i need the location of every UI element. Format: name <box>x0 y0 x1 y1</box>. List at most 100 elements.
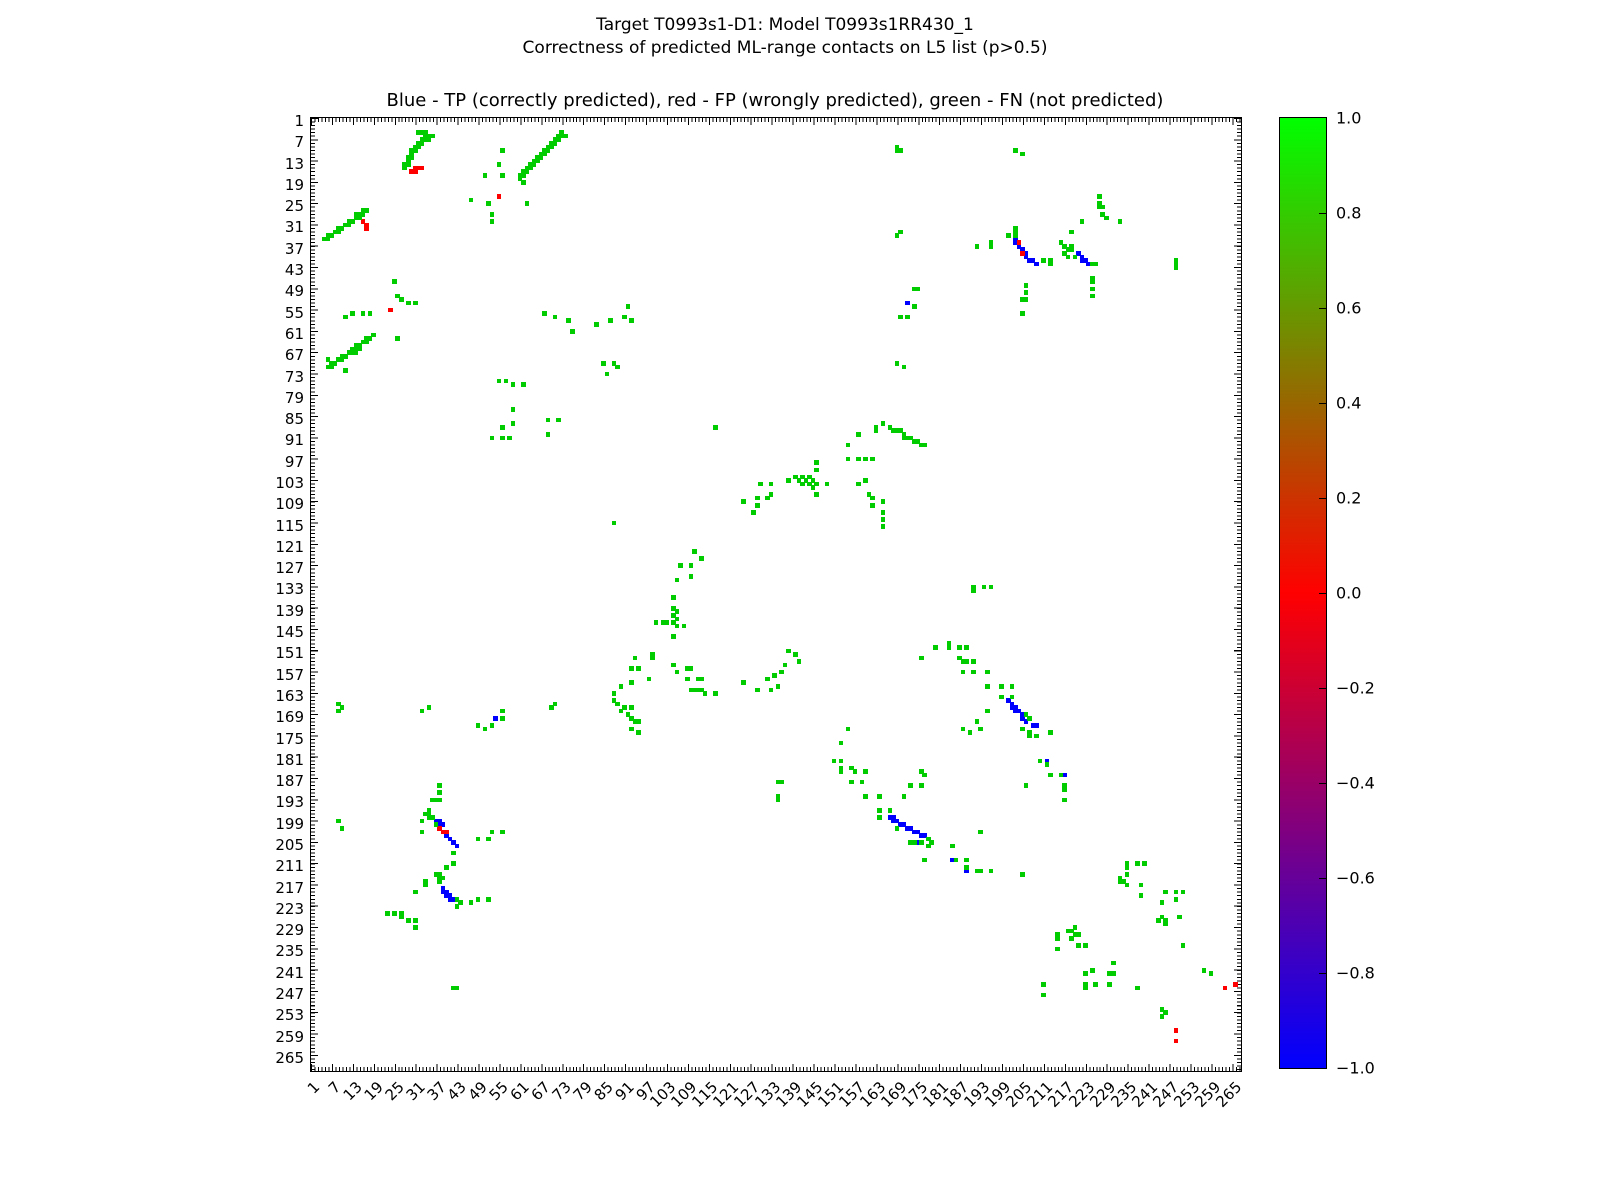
contact-point-tp <box>444 889 449 895</box>
contact-point-fn <box>336 818 341 824</box>
contact-point-fn <box>350 350 355 355</box>
contact-point-tp <box>454 843 460 849</box>
contact-point-fn <box>489 211 495 217</box>
contact-point-fn <box>1093 982 1099 987</box>
contact-point-fn <box>336 357 341 363</box>
contact-point-fn <box>336 701 341 707</box>
contact-point-tp <box>1020 712 1025 717</box>
contact-point-fn <box>350 219 355 224</box>
contact-point-fn <box>538 151 544 157</box>
contact-point-fn <box>974 243 980 249</box>
contact-point-fn <box>845 442 851 448</box>
contact-point-fn <box>521 180 526 185</box>
colorbar-tick-label: −0.2 <box>1336 678 1375 697</box>
contact-point-fn <box>454 896 460 902</box>
contact-point-fn <box>350 311 355 316</box>
contact-point-fn <box>971 659 976 664</box>
contact-point-fp <box>1020 251 1025 256</box>
contact-point-fn <box>905 435 910 441</box>
contact-point-fn <box>908 783 914 788</box>
contact-point-fn <box>957 655 962 661</box>
contact-point-fn <box>946 641 952 646</box>
contact-point-tp <box>1009 701 1015 707</box>
contact-point-fn <box>803 478 809 483</box>
contact-point-fn <box>360 339 366 345</box>
contact-map-plot-area <box>310 117 1242 1072</box>
contact-point-fn <box>908 840 914 845</box>
contact-point-fn <box>685 676 690 682</box>
contact-point-fp <box>419 165 425 171</box>
contact-point-fn <box>985 683 990 689</box>
contact-point-fn <box>412 148 418 153</box>
contact-point-fn <box>678 563 683 568</box>
contact-point-fn <box>688 563 694 568</box>
contact-point-fn <box>1076 932 1081 937</box>
contact-point-fp <box>1222 985 1228 991</box>
contact-point-fn <box>1163 889 1168 895</box>
contact-point-fn <box>486 896 491 902</box>
contact-point-fn <box>510 382 516 387</box>
contact-point-fn <box>364 336 369 341</box>
contact-point-fn <box>845 456 851 462</box>
contact-point-fn <box>754 502 760 508</box>
contact-point-fn <box>426 137 432 143</box>
y-tick-label: 103 <box>275 473 304 492</box>
contact-point-fn <box>500 148 505 153</box>
contact-point-fn <box>1027 715 1032 721</box>
contact-point-fn <box>674 623 680 629</box>
y-tick-label: 139 <box>275 601 304 620</box>
contact-point-fn <box>433 822 439 827</box>
suptitle-line-2: Correctness of predicted ML-range contac… <box>522 38 1048 58</box>
contact-point-fn <box>772 673 777 678</box>
contact-point-fn <box>978 868 983 874</box>
contact-point-fn <box>632 655 638 661</box>
contact-point-fn <box>482 172 488 178</box>
contact-point-fn <box>695 687 701 693</box>
contact-point-fn <box>409 148 414 153</box>
colorbar-tick-label: −0.4 <box>1336 773 1375 792</box>
contact-point-fn <box>929 840 935 845</box>
contact-point-fn <box>402 162 408 167</box>
y-tick-label: 259 <box>275 1027 304 1046</box>
contact-point-fn <box>1065 247 1071 253</box>
contact-point-fn <box>814 481 819 487</box>
y-tick-label: 163 <box>275 686 304 705</box>
contact-point-fn <box>500 829 505 835</box>
contact-point-fn <box>978 829 983 835</box>
contact-point-fn <box>650 652 655 657</box>
contact-point-fn <box>1163 921 1168 927</box>
contact-point-fn <box>552 140 558 146</box>
contact-point-fn <box>849 765 854 771</box>
contact-point-fn <box>1013 226 1018 231</box>
y-tick-label: 1 <box>294 112 304 130</box>
contact-point-fn <box>454 985 460 991</box>
contact-point-fn <box>985 669 990 675</box>
contact-point-fn <box>988 584 994 590</box>
contact-point-fn <box>863 794 868 799</box>
contact-point-fn <box>800 474 805 480</box>
colorbar-tick <box>1319 497 1326 499</box>
contact-point-fn <box>754 495 760 501</box>
contact-point-fn <box>807 474 812 480</box>
contact-point-fn <box>891 428 896 434</box>
contact-point-fn <box>1079 219 1085 224</box>
colorbar-tick-label: −0.6 <box>1336 868 1375 887</box>
contact-point-fn <box>500 708 505 714</box>
contact-point-fp <box>437 825 442 831</box>
contact-point-fn <box>988 868 994 874</box>
contact-point-fn <box>1009 683 1015 689</box>
contact-point-fn <box>524 169 530 174</box>
contact-point-fn <box>451 985 456 991</box>
contact-point-fn <box>775 779 781 785</box>
contact-point-fn <box>405 155 411 160</box>
contact-point-fn <box>360 311 366 316</box>
contact-point-fn <box>1096 201 1102 206</box>
contact-point-fn <box>419 137 425 143</box>
contact-point-fn <box>681 623 687 629</box>
contact-point-fn <box>322 236 327 242</box>
contact-point-fp <box>412 169 418 174</box>
contact-point-fn <box>391 911 397 916</box>
contact-point-tp <box>1086 261 1092 267</box>
contact-point-fn <box>1142 861 1147 867</box>
contact-point-fn <box>880 499 886 505</box>
